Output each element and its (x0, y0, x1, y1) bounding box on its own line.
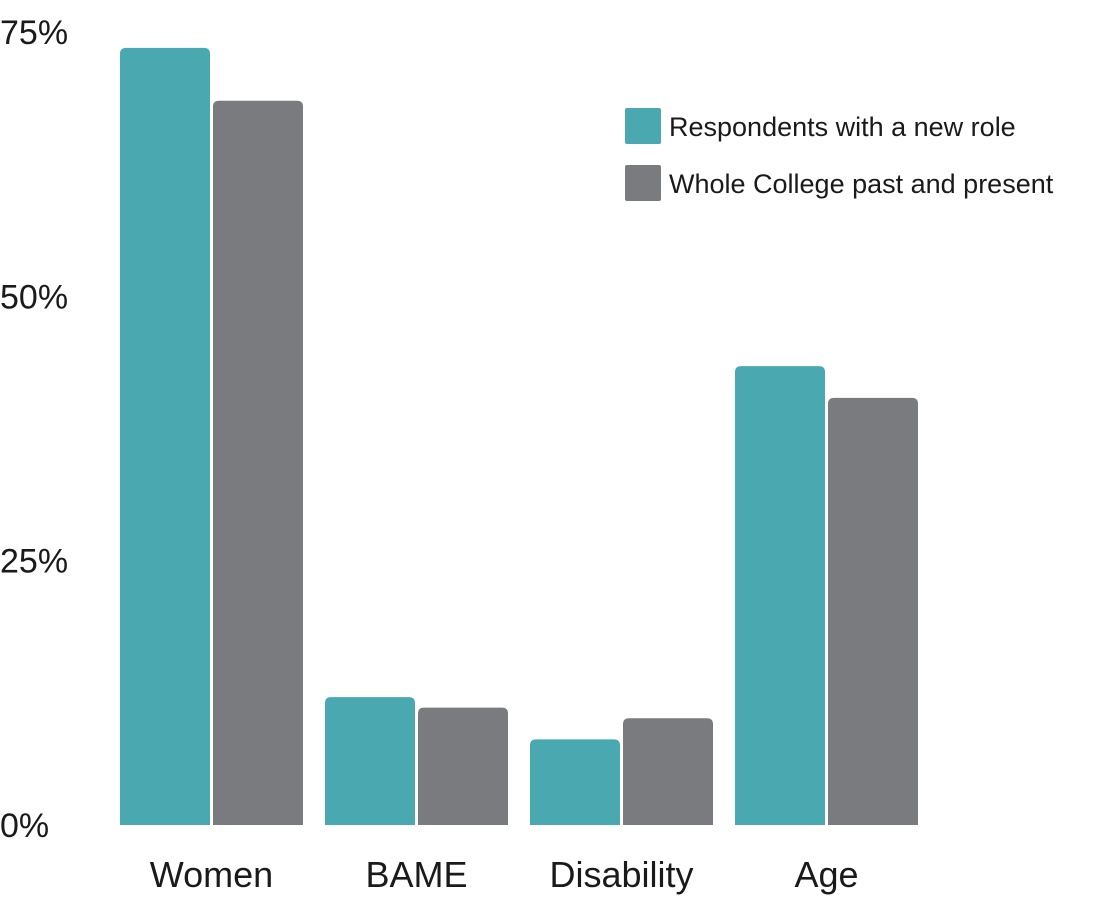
bar-disability-series-1 (530, 739, 620, 825)
bars (120, 47, 918, 826)
legend-swatch-1 (625, 108, 661, 144)
legend: Respondents with a new role Whole College… (625, 108, 1054, 201)
y-tick-label: 50% (0, 278, 68, 316)
x-tick-label-bame: BAME (365, 854, 467, 895)
legend-label-2: Whole College past and present (669, 169, 1054, 199)
legend-label-1: Respondents with a new role (669, 112, 1016, 142)
bar-disability-series-2 (623, 718, 713, 825)
y-tick-label: 0% (0, 807, 49, 845)
bar-women-series-2 (213, 100, 303, 825)
y-axis-ticks: 0% 25% 50% 75% (0, 14, 68, 845)
bar-age-series-2 (828, 397, 918, 825)
y-tick-label: 75% (0, 14, 68, 52)
x-axis-labels: Women BAME Disability Age (150, 854, 859, 895)
bar-women-series-1 (120, 47, 210, 826)
x-tick-label-disability: Disability (549, 854, 693, 895)
y-tick-label: 25% (0, 543, 68, 581)
x-tick-label-women: Women (150, 854, 273, 895)
bar-bame-series-2 (418, 707, 508, 825)
legend-swatch-2 (625, 165, 661, 201)
bar-age-series-1 (735, 366, 825, 825)
x-tick-label-age: Age (794, 854, 858, 895)
bar-bame-series-1 (325, 697, 415, 825)
